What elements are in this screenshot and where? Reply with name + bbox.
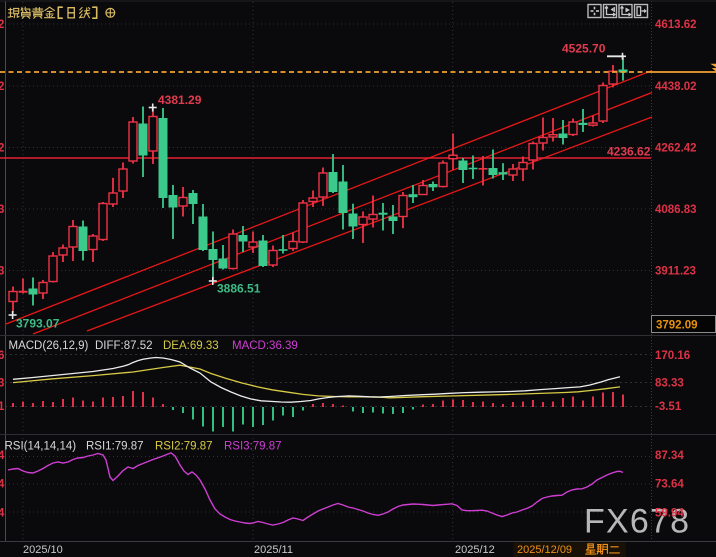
svg-text:3911.23: 3911.23 (655, 266, 696, 278)
svg-text:2025/12: 2025/12 (455, 544, 495, 556)
svg-text:170.16: 170.16 (655, 350, 690, 362)
svg-text:3: 3 (0, 266, 4, 278)
svg-text:4525.70: 4525.70 (562, 42, 606, 56)
svg-text:3886.51: 3886.51 (217, 282, 261, 296)
svg-text:RSI2:79.87: RSI2:79.87 (155, 441, 213, 453)
svg-text:87.34: 87.34 (655, 450, 684, 462)
svg-text:MACD:36.39: MACD:36.39 (232, 340, 298, 352)
svg-text:RSI(14,14,14): RSI(14,14,14) (5, 441, 77, 453)
svg-text:MACD(26,12,9): MACD(26,12,9) (9, 340, 89, 352)
svg-text:-3.51: -3.51 (655, 401, 682, 413)
svg-text:1: 1 (0, 401, 5, 413)
svg-text:3: 3 (0, 378, 4, 390)
svg-text:3792.09: 3792.09 (656, 320, 698, 332)
svg-text:4086.83: 4086.83 (655, 204, 697, 216)
svg-text:3: 3 (0, 204, 4, 216)
svg-text:2025/11: 2025/11 (254, 544, 293, 556)
svg-text:DIFF:87.52: DIFF:87.52 (95, 340, 153, 352)
svg-text:2: 2 (0, 143, 4, 155)
svg-text:FX678: FX678 (584, 503, 690, 541)
svg-text:73.64: 73.64 (655, 479, 684, 491)
svg-text:4: 4 (0, 450, 5, 462)
svg-text:4: 4 (0, 479, 5, 491)
svg-text:4613.62: 4613.62 (655, 19, 697, 31)
svg-text:4: 4 (0, 508, 5, 520)
svg-text:2: 2 (0, 19, 4, 31)
svg-text:RSI1:79.87: RSI1:79.87 (86, 441, 144, 453)
svg-text:DEA:69.33: DEA:69.33 (163, 340, 219, 352)
svg-text:RSI3:79.87: RSI3:79.87 (224, 441, 282, 453)
svg-text:4438.02: 4438.02 (655, 81, 697, 93)
svg-text:59.94: 59.94 (655, 508, 684, 520)
svg-text:3793.07: 3793.07 (16, 317, 60, 331)
svg-text:4381.29: 4381.29 (158, 93, 202, 107)
svg-text:83.33: 83.33 (655, 378, 684, 390)
svg-text:4262.42: 4262.42 (655, 143, 697, 155)
svg-text:2025/10: 2025/10 (23, 544, 63, 556)
svg-text:2025/12/09: 2025/12/09 (517, 544, 572, 556)
svg-text:6: 6 (0, 350, 4, 362)
svg-text:4236.62: 4236.62 (607, 145, 651, 159)
svg-text:2: 2 (0, 81, 4, 93)
